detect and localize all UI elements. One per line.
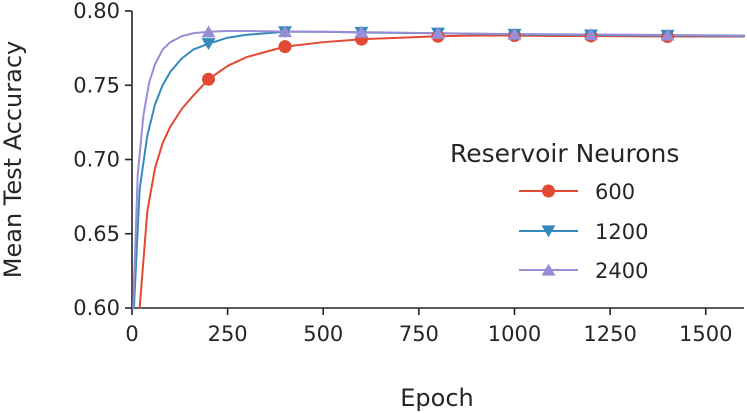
x-tick-label: 500 <box>303 322 343 346</box>
x-tick-label: 1000 <box>488 322 541 346</box>
legend-label: 1200 <box>595 220 648 244</box>
x-axis-label: Epoch <box>400 384 474 412</box>
legend-marker-600 <box>542 184 555 198</box>
x-tick-label: 250 <box>208 322 248 346</box>
data-point-2400 <box>584 28 598 41</box>
x-ticks: 0 250 500 750 1000 1250 1500 <box>125 308 732 346</box>
data-point-1200 <box>201 38 216 50</box>
data-point-2400 <box>278 25 292 38</box>
legend-entries: 600 1200 2400 <box>519 180 648 283</box>
data-point-600 <box>278 40 292 54</box>
data-point-2400 <box>660 28 675 41</box>
legend-title: Reservoir Neurons <box>450 139 679 168</box>
legend-marker-2400 <box>541 263 556 276</box>
series-line-2400 <box>132 30 745 309</box>
data-point-2400 <box>354 25 369 38</box>
series-line-1200 <box>132 30 745 309</box>
legend-label: 600 <box>595 180 635 204</box>
y-tick-label: 0.75 <box>73 73 120 97</box>
y-tick-label: 0.80 <box>73 0 120 23</box>
legend: Reservoir Neurons 600 1200 2400 <box>450 139 679 283</box>
x-tick-label: 1250 <box>583 322 636 346</box>
y-tick-label: 0.65 <box>73 222 120 246</box>
legend-marker-1200 <box>541 225 556 238</box>
x-tick-label: 1500 <box>679 322 732 346</box>
x-tick-label: 0 <box>125 322 138 346</box>
series-lines <box>132 30 745 309</box>
series-markers <box>201 25 675 86</box>
series-line-600 <box>138 34 745 309</box>
y-tick-label: 0.60 <box>73 296 120 320</box>
data-point-600 <box>202 72 215 86</box>
data-point-2400 <box>507 27 522 40</box>
data-point-2400 <box>201 25 216 38</box>
y-tick-label: 0.70 <box>73 148 120 172</box>
x-tick-label: 750 <box>399 322 439 346</box>
legend-label: 2400 <box>595 259 648 283</box>
data-point-2400 <box>431 26 445 39</box>
y-ticks: 0.60 0.65 0.70 0.75 0.80 <box>73 0 132 320</box>
y-axis-label: Mean Test Accuracy <box>0 41 27 278</box>
